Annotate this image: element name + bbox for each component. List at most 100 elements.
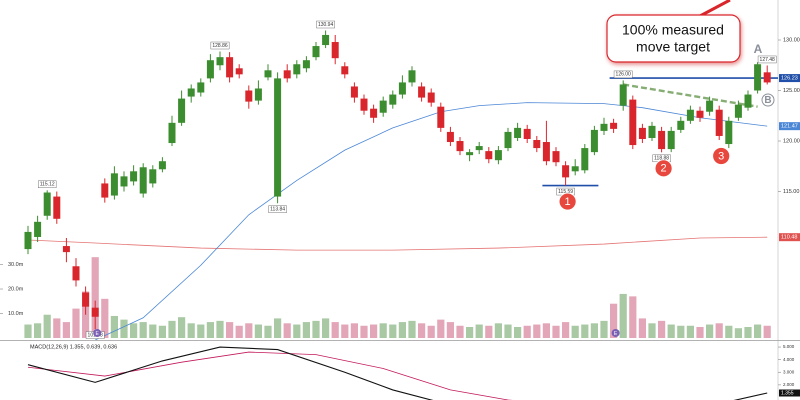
- candle-body: [686, 109, 694, 121]
- price-label-box: [779, 233, 800, 242]
- candle-body: [734, 104, 742, 118]
- volume-bar: [360, 325, 368, 338]
- volume-bar: [485, 325, 493, 338]
- candle-body: [485, 151, 493, 160]
- candle-body: [149, 169, 157, 184]
- volume-bar: [302, 322, 310, 338]
- earnings-marker-label: E: [614, 331, 618, 337]
- candle-body: [763, 72, 771, 83]
- volume-bar: [283, 323, 291, 338]
- volume-bar: [149, 324, 157, 338]
- candle-body: [370, 108, 378, 118]
- volume-bar: [389, 324, 397, 338]
- swing-marker: [558, 192, 577, 211]
- price-label: 110.48: [781, 235, 797, 241]
- price-label-box: [779, 74, 800, 83]
- volume-bar: [475, 324, 483, 338]
- candle-body: [494, 150, 502, 161]
- volume-bar: [139, 322, 147, 338]
- candle-body: [82, 292, 90, 307]
- extreme-label-box: [268, 205, 287, 213]
- volume-bar: [600, 320, 608, 338]
- extreme-label-box: [613, 70, 633, 79]
- earnings-marker-label: E: [96, 331, 100, 337]
- volume-bar: [581, 324, 589, 338]
- candle-body: [667, 130, 675, 150]
- swing-marker-label: 1: [565, 196, 571, 208]
- volume-bar: [226, 322, 234, 338]
- candle-body: [744, 94, 752, 108]
- candle-body: [158, 161, 166, 170]
- candle-body: [475, 146, 483, 151]
- candle-body: [72, 266, 80, 281]
- volume-bar: [667, 324, 675, 338]
- macd-value-label: 1.355: [781, 390, 794, 396]
- volume-bar: [206, 322, 214, 338]
- volume-bar: [178, 317, 186, 338]
- candle-body: [504, 131, 512, 149]
- candle-body: [24, 231, 32, 250]
- volume-bar: [274, 318, 282, 338]
- candle-body: [677, 120, 685, 130]
- candle-body: [446, 131, 454, 143]
- callout: 100% measured move target: [606, 0, 741, 63]
- candle-body: [418, 86, 426, 98]
- volume-bar: [754, 324, 762, 338]
- candle-body: [120, 176, 128, 187]
- volume-bar: [62, 322, 70, 338]
- candle-body: [91, 307, 99, 317]
- candle-body: [696, 110, 704, 118]
- volume-bar: [168, 320, 176, 338]
- pattern-badge: [761, 93, 775, 107]
- volume-bar: [706, 324, 714, 338]
- y-tick-label: 120.00: [783, 138, 800, 144]
- volume-bar: [379, 323, 387, 338]
- candle-body: [590, 129, 598, 153]
- extreme-label-box: [38, 180, 57, 189]
- y-tick-label: 130.00: [783, 37, 800, 43]
- candle-body: [235, 68, 243, 75]
- volume-bar: [235, 325, 243, 338]
- callout-text: move target: [636, 39, 710, 55]
- callout-arrow: [699, 0, 731, 18]
- candle-body: [197, 82, 205, 93]
- macd-tick-label: 4.000: [783, 357, 795, 362]
- volume-layer: [24, 257, 771, 338]
- volume-bar: [446, 322, 454, 338]
- candle-body: [302, 60, 310, 69]
- candle-body: [130, 171, 138, 182]
- volume-bar: [34, 323, 42, 338]
- candle-body: [658, 130, 666, 150]
- candle-body: [168, 122, 176, 144]
- candle-body: [706, 100, 714, 112]
- candle-body: [523, 128, 531, 139]
- extreme-label-box: [757, 55, 777, 64]
- volume-bar: [658, 320, 666, 338]
- volume-bar: [43, 314, 51, 338]
- volume-bar: [398, 322, 406, 338]
- candle-body: [139, 167, 147, 194]
- volume-bar: [91, 257, 99, 338]
- volume-bar: [341, 324, 349, 338]
- swing-marker: [654, 159, 673, 178]
- candle-body: [360, 98, 368, 111]
- volume-bar: [696, 326, 704, 338]
- annotation-layer: 115.00 120.00 125.00 130.00 10.0m 20.0m 30.0m 2…: [0, 20, 800, 397]
- candle-body: [245, 90, 253, 102]
- candle-body: [322, 34, 330, 46]
- volume-bar: [542, 323, 550, 338]
- callout-box: [606, 14, 741, 63]
- volume-bar: [571, 325, 579, 338]
- y-tick-label: 125.00: [783, 88, 800, 94]
- volume-bar: [197, 324, 205, 338]
- candle-body: [398, 82, 406, 95]
- candle-body: [571, 166, 579, 172]
- candle-body: [379, 100, 387, 113]
- volume-bar: [264, 325, 272, 338]
- volume-bar: [350, 323, 358, 338]
- volume-bar: [562, 322, 570, 338]
- volume-bar: [610, 303, 618, 338]
- volume-bar: [187, 323, 195, 338]
- volume-bar: [72, 308, 80, 338]
- candle-body: [274, 78, 282, 197]
